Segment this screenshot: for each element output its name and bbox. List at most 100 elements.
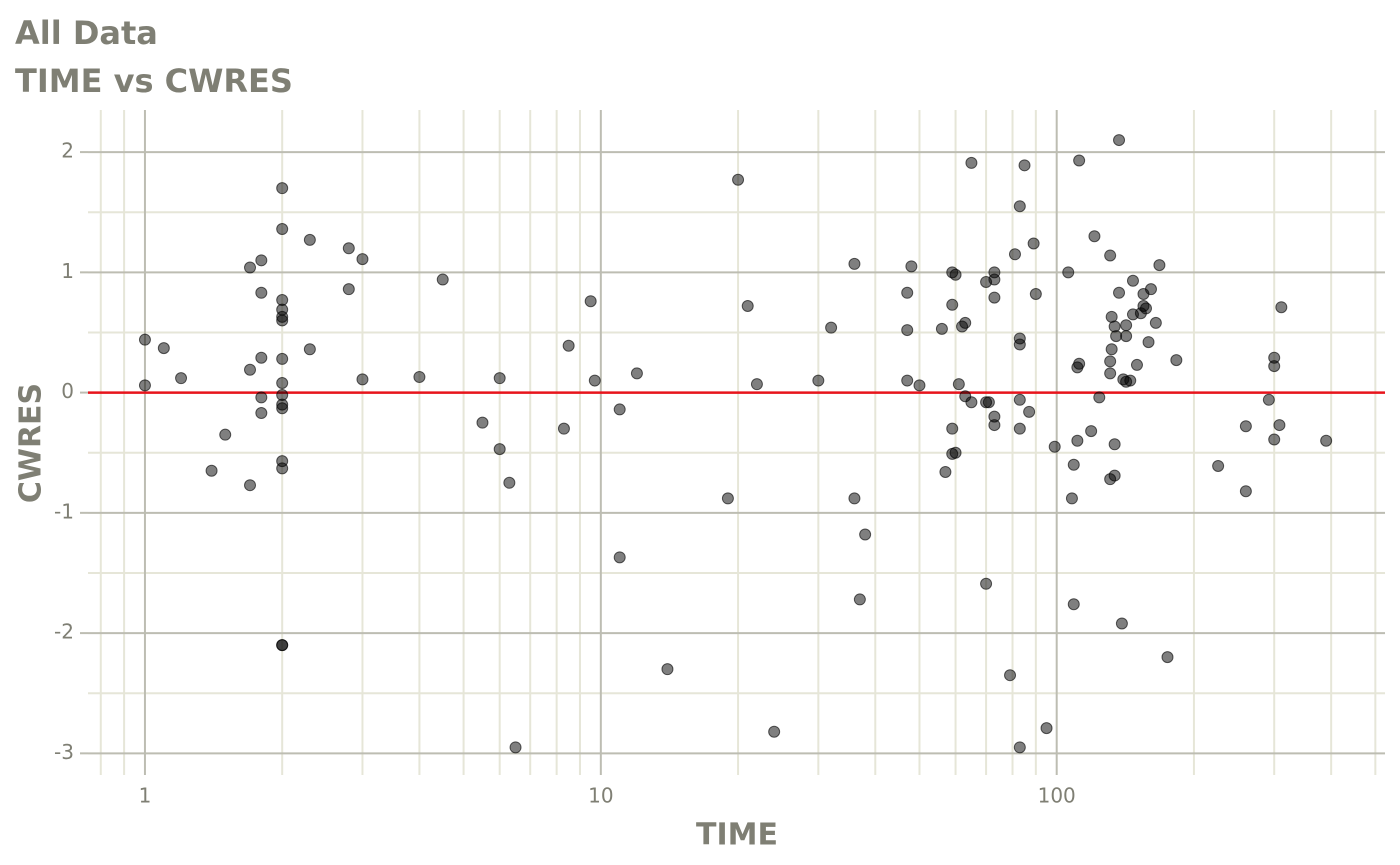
point (219, 428, 232, 441)
point (1212, 459, 1225, 472)
point (661, 663, 674, 676)
point (982, 396, 995, 409)
point (303, 233, 316, 246)
point (1071, 434, 1084, 447)
point (1073, 154, 1086, 167)
point (1104, 355, 1117, 368)
point (1085, 425, 1098, 438)
point (1088, 230, 1101, 243)
point (342, 283, 355, 296)
point (276, 639, 289, 652)
point (741, 300, 754, 313)
point (244, 363, 257, 376)
point (1130, 358, 1143, 371)
point (949, 446, 962, 459)
point (1048, 440, 1061, 453)
point (732, 173, 745, 186)
point (988, 419, 1001, 432)
point (342, 242, 355, 255)
point (138, 333, 151, 346)
point (1126, 274, 1139, 287)
point (825, 321, 838, 334)
point (1065, 492, 1078, 505)
point (965, 156, 978, 169)
point (1040, 722, 1053, 735)
point (1093, 391, 1106, 404)
x-tick-label: 1 (139, 784, 152, 808)
point (588, 374, 601, 387)
point (493, 372, 506, 385)
point (1013, 741, 1026, 754)
point (244, 261, 257, 274)
point (1262, 393, 1275, 406)
point (503, 476, 516, 489)
point (276, 223, 289, 236)
point (1013, 422, 1026, 435)
point (493, 443, 506, 456)
x-axis-title: TIME (696, 818, 778, 853)
point (1067, 458, 1080, 471)
point (848, 257, 861, 270)
point (1027, 237, 1040, 250)
point (303, 343, 316, 356)
point (1268, 351, 1281, 364)
point (980, 577, 993, 590)
point (859, 528, 872, 541)
point (356, 373, 369, 386)
point (562, 339, 575, 352)
point (1170, 354, 1183, 367)
point (1073, 357, 1086, 370)
y-tick-label: 0 (61, 379, 74, 403)
point (1108, 469, 1121, 482)
point (1320, 434, 1333, 447)
point (1142, 336, 1155, 349)
point (613, 403, 626, 416)
point (1062, 266, 1075, 279)
point (244, 479, 257, 492)
point (276, 402, 289, 415)
point (436, 273, 449, 286)
point (848, 492, 861, 505)
point (1149, 316, 1162, 329)
point (946, 298, 959, 311)
chart-subtitle: TIME vs CWRES (15, 62, 293, 100)
y-tick-label: -2 (54, 620, 74, 644)
point (988, 291, 1001, 304)
point (276, 462, 289, 475)
y-tick-label: -3 (54, 740, 74, 764)
point (476, 416, 489, 429)
chart-title: All Data (15, 14, 158, 52)
point (1275, 301, 1288, 314)
point (1013, 338, 1026, 351)
point (584, 295, 597, 308)
point (913, 379, 926, 392)
point (988, 266, 1001, 279)
point (175, 372, 188, 385)
point (1239, 485, 1252, 498)
point (853, 593, 866, 606)
point (157, 342, 170, 355)
point (1144, 283, 1157, 296)
point (1120, 330, 1133, 343)
point (946, 422, 959, 435)
point (1104, 367, 1117, 380)
point (901, 374, 914, 387)
point (509, 741, 522, 754)
y-tick-label: 1 (61, 259, 74, 283)
point (1113, 286, 1126, 299)
point (721, 492, 734, 505)
point (613, 551, 626, 564)
point (1239, 420, 1252, 433)
point (812, 374, 825, 387)
point (1124, 374, 1137, 387)
point (1067, 598, 1080, 611)
point (952, 378, 965, 391)
point (630, 367, 643, 380)
point (1161, 651, 1174, 664)
point (935, 322, 948, 335)
x-tick-label: 100 (1038, 784, 1076, 808)
point (1013, 393, 1026, 406)
point (1153, 259, 1166, 272)
point (1018, 159, 1031, 172)
point (1115, 617, 1128, 630)
